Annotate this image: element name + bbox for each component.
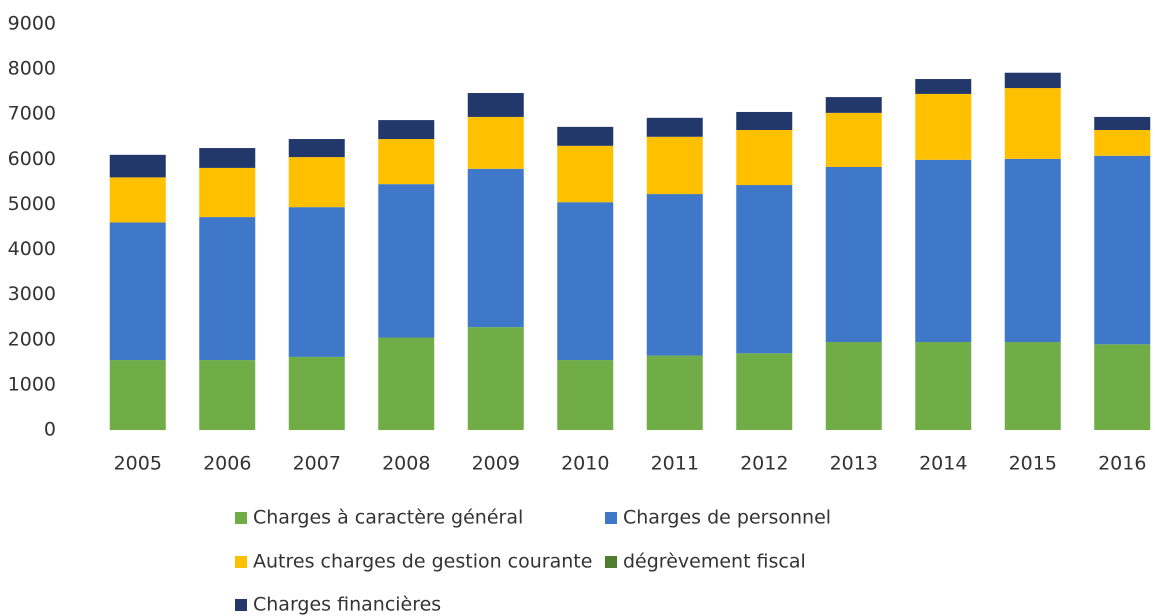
bar-segment: [109, 222, 166, 361]
bar-segment: [557, 126, 614, 146]
bar-segment: [199, 217, 256, 361]
bar-segment: [557, 360, 614, 430]
x-tick-label: 2011: [651, 453, 699, 475]
bar-segment: [288, 139, 345, 158]
bar-segment: [109, 177, 166, 223]
legend-swatch: [605, 512, 617, 524]
x-tick-label: 2013: [830, 453, 878, 475]
x-tick-label: 2010: [561, 453, 609, 475]
bar-segment: [288, 157, 345, 208]
x-tick-label: 2015: [1009, 453, 1057, 475]
bar-segment: [467, 168, 524, 328]
bar-segment: [288, 207, 345, 357]
y-tick-label: 1000: [8, 373, 56, 395]
bar-segment: [467, 116, 524, 169]
bar-segment: [915, 342, 972, 430]
bar-segment: [199, 360, 256, 430]
legend-label: dégrèvement fiscal: [623, 551, 806, 573]
bar-segment: [646, 117, 703, 137]
bar-segment: [915, 159, 972, 343]
y-tick-label: 0: [44, 419, 56, 441]
x-tick-label: 2009: [472, 453, 520, 475]
bar-segment: [736, 130, 793, 186]
bar-segment: [1004, 88, 1061, 159]
y-tick-label: 3000: [8, 283, 56, 305]
bar-segment: [378, 337, 435, 430]
bar-segment: [199, 148, 256, 168]
bar-segment: [736, 185, 793, 354]
bar-segment: [199, 167, 256, 218]
x-tick-label: 2006: [203, 453, 251, 475]
x-tick-label: 2016: [1098, 453, 1146, 475]
bar-segment: [825, 342, 882, 430]
legend-swatch: [235, 512, 247, 524]
bar-segment: [557, 202, 614, 361]
bar-segment: [646, 355, 703, 430]
bar-segment: [1004, 72, 1061, 89]
x-tick-label: 2008: [382, 453, 430, 475]
bar-segment: [467, 93, 524, 117]
legend-swatch: [235, 556, 247, 568]
bar-segment: [1094, 155, 1151, 345]
legend-label: Charges de personnel: [623, 507, 831, 529]
legend-label: Charges financières: [253, 594, 441, 616]
y-tick-label: 6000: [8, 148, 56, 170]
legend-label: Charges à caractère général: [253, 507, 523, 529]
bar-segment: [915, 79, 972, 94]
bar-segment: [467, 327, 524, 430]
bar-segment: [1094, 344, 1151, 430]
bar-segment: [378, 120, 435, 140]
bar-segment: [825, 97, 882, 113]
bar-segment: [288, 356, 345, 430]
bar-segment: [109, 360, 166, 430]
y-tick-label: 5000: [8, 193, 56, 215]
legend-swatch: [235, 599, 247, 611]
x-tick-label: 2005: [114, 453, 162, 475]
bar-segment: [1094, 130, 1151, 156]
x-tick-label: 2014: [919, 453, 967, 475]
bar-segment: [378, 184, 435, 338]
legend-label: Autres charges de gestion courante: [253, 551, 592, 573]
y-tick-label: 4000: [8, 238, 56, 260]
bar-segment: [1094, 116, 1151, 131]
bar-segment: [736, 353, 793, 430]
y-tick-label: 9000: [8, 13, 56, 35]
bar-segment: [646, 136, 703, 195]
bar-segment: [109, 154, 166, 178]
bar-segment: [736, 111, 793, 131]
bar-segment: [825, 167, 882, 343]
bar-segment: [646, 194, 703, 356]
bar-segment: [1004, 158, 1061, 343]
legend-swatch: [605, 556, 617, 568]
y-tick-label: 8000: [8, 58, 56, 80]
bar-segment: [557, 145, 614, 203]
y-tick-label: 2000: [8, 328, 56, 350]
x-tick-label: 2007: [293, 453, 341, 475]
bar-segment: [915, 93, 972, 160]
bar-segment: [378, 139, 435, 185]
bar-segment: [1004, 342, 1061, 430]
x-tick-label: 2012: [740, 453, 788, 475]
bar-segment: [825, 112, 882, 168]
y-tick-label: 7000: [8, 103, 56, 125]
